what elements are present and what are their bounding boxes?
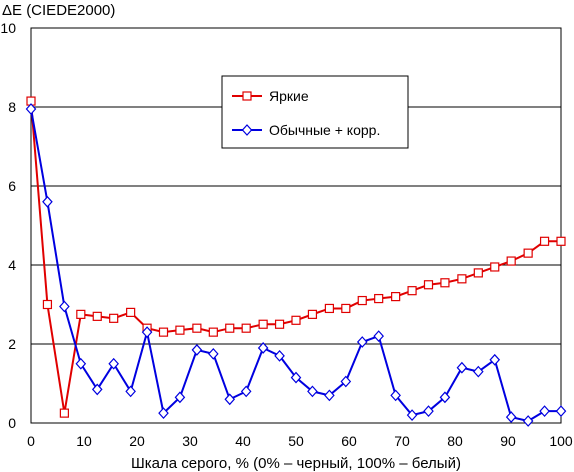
data-point	[307, 309, 318, 319]
data-point	[125, 385, 136, 398]
data-point	[92, 311, 102, 321]
legend: Яркие Обычные + корр.	[221, 75, 409, 149]
data-point	[324, 303, 334, 314]
data-point	[191, 344, 203, 356]
data-point	[489, 353, 501, 366]
data-point	[25, 103, 37, 115]
data-point	[423, 280, 434, 290]
data-point	[473, 268, 483, 278]
data-point	[506, 256, 516, 266]
y-tick-label: 8	[8, 99, 16, 115]
y-axis-ticks: 0 2 4 6 8 10	[0, 20, 16, 431]
y-tick-label: 2	[8, 336, 16, 352]
data-point	[126, 307, 136, 317]
data-point	[407, 286, 417, 296]
data-point	[59, 408, 69, 418]
x-tick-label: 40	[235, 433, 251, 449]
legend-marker	[242, 91, 252, 101]
x-tick-label: 90	[500, 433, 516, 449]
data-point	[174, 391, 186, 404]
x-tick-label: 10	[76, 433, 92, 449]
y-tick-label: 6	[8, 178, 16, 194]
data-point	[175, 325, 185, 335]
data-point	[76, 309, 86, 319]
series-1	[26, 96, 566, 418]
data-point	[473, 365, 484, 378]
data-point	[340, 375, 352, 388]
data-point	[539, 405, 550, 418]
data-point	[356, 336, 368, 348]
y-tick-label: 4	[8, 257, 16, 273]
data-point	[42, 195, 53, 208]
data-point	[523, 248, 533, 258]
data-point	[374, 293, 384, 304]
data-point	[225, 323, 235, 333]
data-point	[258, 319, 268, 329]
data-point	[373, 330, 384, 342]
data-point	[390, 389, 401, 402]
x-axis-title: Шкала серого, % (0% – черный, 100% – бел…	[131, 455, 461, 472]
x-tick-label: 50	[288, 433, 304, 449]
x-tick-label: 80	[447, 433, 463, 449]
plot-border	[30, 27, 562, 424]
y-axis-title: ΔE (CIEDE2000)	[2, 2, 115, 19]
data-point	[456, 361, 468, 374]
x-axis-ticks: 0 10 20 30 40 50 60 70 80 90 100	[27, 433, 573, 449]
data-point	[158, 327, 169, 337]
data-point	[539, 236, 550, 246]
data-point	[42, 299, 53, 310]
data-point	[241, 323, 251, 333]
data-point	[158, 407, 169, 420]
data-point	[91, 383, 103, 396]
data-point	[391, 292, 401, 302]
y-tick-label: 10	[0, 20, 16, 36]
data-point	[457, 274, 467, 284]
data-point	[341, 303, 351, 314]
data-point	[324, 389, 335, 402]
x-tick-label: 30	[182, 433, 198, 449]
data-point	[257, 342, 269, 354]
data-point	[141, 326, 153, 339]
data-point	[274, 319, 285, 329]
x-tick-label: 100	[549, 433, 573, 449]
data-point	[59, 300, 70, 313]
data-point	[505, 411, 517, 423]
x-tick-label: 20	[129, 433, 145, 449]
data-point	[108, 357, 119, 370]
data-point	[307, 385, 318, 398]
legend-marker	[241, 124, 253, 136]
data-point	[192, 323, 202, 333]
y-tick-label: 0	[8, 415, 16, 431]
data-point	[439, 391, 451, 404]
data-point	[75, 357, 87, 370]
x-tick-label: 70	[394, 433, 410, 449]
x-tick-label: 0	[27, 433, 35, 449]
x-tick-label: 60	[341, 433, 357, 449]
series-2	[25, 103, 567, 427]
legend-label: Яркие	[269, 88, 309, 104]
data-point	[556, 236, 566, 246]
data-point	[290, 371, 302, 384]
legend-label: Обычные + корр.	[269, 122, 380, 138]
data-point	[274, 349, 285, 362]
data-point	[240, 385, 252, 398]
data-point	[406, 409, 418, 421]
data-point	[208, 347, 219, 360]
legend-box	[221, 75, 409, 149]
data-point	[423, 405, 434, 418]
data-point	[440, 278, 450, 288]
data-point	[224, 393, 236, 406]
data-point	[109, 313, 119, 323]
data-point	[555, 405, 567, 418]
data-point	[490, 262, 500, 272]
data-point	[357, 295, 367, 306]
series-group	[25, 96, 567, 427]
data-point	[208, 327, 218, 337]
data-point	[522, 415, 534, 427]
data-point	[291, 315, 301, 325]
